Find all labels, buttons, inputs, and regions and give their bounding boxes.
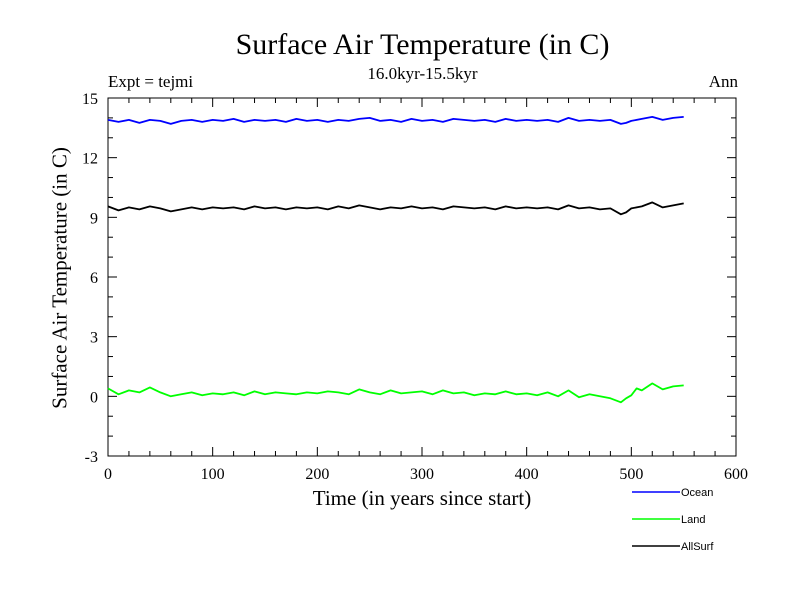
series-line-ocean [107, 116, 684, 125]
y-axis-label: Surface Air Temperature (in C) [47, 147, 72, 409]
legend-label-land: Land [681, 514, 705, 526]
x-tick-label: 200 [305, 466, 329, 483]
y-tick-label: 3 [90, 330, 98, 347]
experiment-label: Expt = tejmi [108, 72, 194, 91]
x-tick-label: 400 [515, 466, 539, 483]
y-tick-label: 0 [90, 389, 98, 406]
chart-subtitle: 16.0kyr-15.5kyr [367, 64, 478, 83]
series-line-land [107, 382, 684, 404]
legend-label-allsurf: AllSurf [681, 541, 714, 553]
y-tick-label: 15 [82, 91, 98, 108]
x-tick-label: 600 [724, 466, 748, 483]
y-tick-label: -3 [85, 449, 98, 466]
x-axis-label: Time (in years since start) [312, 486, 532, 510]
x-tick-label: 500 [619, 466, 643, 483]
axis-ticks: 0 100 200 300 400 500 600 -3 0 3 6 9 12 15 [82, 91, 748, 483]
y-tick-label: 9 [90, 210, 98, 227]
season-label: Ann [708, 72, 738, 91]
x-tick-label: 0 [104, 466, 112, 483]
series-lines [107, 116, 684, 404]
plot-frame [107, 97, 737, 457]
legend: Ocean Land AllSurf [632, 487, 714, 553]
y-tick-label: 6 [90, 270, 98, 287]
legend-label-ocean: Ocean [681, 487, 713, 499]
chart-title: Surface Air Temperature (in C) [235, 28, 610, 61]
x-tick-label: 300 [410, 466, 434, 483]
x-tick-label: 100 [201, 466, 225, 483]
series-line-allsurf [107, 201, 684, 216]
y-tick-label: 12 [82, 151, 98, 168]
